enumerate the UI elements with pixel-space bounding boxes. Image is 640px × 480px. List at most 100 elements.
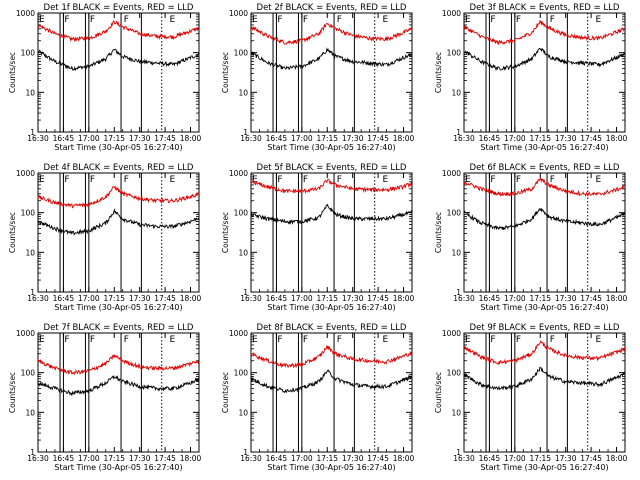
flag-letter: F	[303, 335, 308, 345]
y-axis-label: Counts/sec	[8, 372, 17, 413]
x-tick-label: 17:45	[367, 294, 389, 303]
events-series-line	[251, 203, 412, 225]
x-tick-label: 16:30	[240, 134, 262, 143]
x-tick-label: 17:30	[555, 134, 577, 143]
y-axis-label: Counts/sec	[8, 212, 17, 253]
x-tick-label: 17:30	[129, 294, 151, 303]
x-axis-label: Start Time (30-Apr-05 16:27:40)	[267, 143, 395, 152]
y-tick-label: 10	[25, 408, 35, 417]
x-tick-label: 17:00	[78, 134, 100, 143]
detector-panel-2: Det 2f BLACK = Events, RED = LLD 1 10 100 10…	[221, 3, 415, 152]
y-tick-label: 1000	[442, 329, 461, 338]
flag-letter: E	[595, 335, 601, 345]
x-tick-label: 17:15	[316, 454, 338, 463]
flag-letter: F	[90, 15, 95, 25]
plot-frame	[463, 12, 626, 133]
flag-letter: F	[490, 335, 495, 345]
flag-letter: F	[550, 15, 555, 25]
x-tick-label: 16:30	[453, 294, 475, 303]
x-tick-label: 18:00	[393, 134, 415, 143]
y-tick-label: 1	[456, 128, 461, 137]
y-tick-label: 1	[30, 128, 35, 137]
y-tick-label: 10	[238, 248, 248, 257]
flag-letter: F	[516, 15, 521, 25]
x-tick-label: 16:45	[479, 134, 501, 143]
x-axis-label: Start Time (30-Apr-05 16:27:40)	[267, 463, 395, 472]
y-tick-label: 10	[451, 248, 461, 257]
flag-letter: F	[516, 335, 521, 345]
flag-letter: F	[277, 335, 282, 345]
x-tick-label: 16:30	[240, 294, 262, 303]
x-tick-label: 16:30	[27, 134, 49, 143]
x-tick-label: 17:45	[367, 454, 389, 463]
x-tick-label: 17:00	[504, 454, 526, 463]
x-tick-label: 16:30	[453, 134, 475, 143]
flag-letter: F	[337, 15, 342, 25]
panel-title: Det 8f BLACK = Events, RED = LLD	[257, 323, 407, 333]
detector-panel-3: Det 3f BLACK = Events, RED = LLD 1 10 100 10…	[434, 3, 628, 152]
y-axis-label: Counts/sec	[434, 52, 443, 93]
flag-letter: E	[595, 175, 601, 185]
x-tick-label: 16:45	[266, 454, 288, 463]
events-series-line	[38, 374, 199, 397]
y-tick-label: 1	[30, 448, 35, 457]
flag-letter: F	[337, 175, 342, 185]
y-tick-label: 1000	[16, 169, 35, 178]
flag-letter: E	[382, 15, 388, 25]
detector-panel-6: Det 6f BLACK = Events, RED = LLD 1 10 100 10…	[434, 163, 628, 312]
events-series-line	[464, 47, 625, 71]
y-tick-label: 100	[234, 369, 249, 378]
x-tick-label: 17:00	[78, 454, 100, 463]
x-tick-label: 17:30	[342, 134, 364, 143]
events-series-line	[251, 47, 412, 70]
lld-series-line	[464, 340, 625, 365]
flag-letter: E	[252, 335, 258, 345]
y-tick-label: 100	[234, 209, 249, 218]
flag-letter: F	[90, 335, 95, 345]
detector-panel-5: Det 5f BLACK = Events, RED = LLD 1 10 100 10…	[221, 163, 415, 312]
events-series-line	[38, 48, 199, 72]
plot-frame	[250, 12, 413, 133]
flag-letter: F	[124, 335, 129, 345]
flag-letter: E	[382, 335, 388, 345]
x-axis-label: Start Time (30-Apr-05 16:27:40)	[480, 143, 608, 152]
flag-letter: F	[490, 15, 495, 25]
plot-frame	[250, 172, 413, 293]
flag-letter: F	[490, 175, 495, 185]
y-tick-label: 100	[21, 369, 36, 378]
x-tick-label: 18:00	[606, 134, 628, 143]
y-tick-label: 1000	[229, 9, 248, 18]
x-tick-label: 18:00	[393, 294, 415, 303]
x-tick-label: 17:30	[129, 454, 151, 463]
lld-series-line	[251, 345, 412, 369]
plot-frame	[37, 12, 200, 133]
x-tick-label: 17:45	[580, 134, 602, 143]
x-tick-label: 17:45	[154, 294, 176, 303]
lld-series-line	[38, 353, 199, 376]
flag-letter: F	[337, 335, 342, 345]
detector-panel-8: Det 8f BLACK = Events, RED = LLD 1 10 100 10…	[221, 323, 415, 472]
x-tick-label: 16:30	[27, 294, 49, 303]
panel-title: Det 1f BLACK = Events, RED = LLD	[44, 3, 194, 13]
x-tick-label: 16:45	[53, 134, 75, 143]
events-series-line	[38, 208, 199, 236]
x-tick-label: 17:15	[103, 294, 125, 303]
x-tick-label: 17:15	[529, 294, 551, 303]
panel-title: Det 5f BLACK = Events, RED = LLD	[257, 163, 407, 173]
flag-letter: F	[277, 175, 282, 185]
flag-letter: F	[64, 15, 69, 25]
y-tick-label: 10	[238, 88, 248, 97]
y-axis-label: Counts/sec	[8, 52, 17, 93]
y-tick-label: 1000	[442, 169, 461, 178]
y-tick-label: 10	[238, 408, 248, 417]
plot-frame	[463, 332, 626, 453]
flag-letter: E	[169, 335, 175, 345]
x-tick-label: 17:45	[154, 454, 176, 463]
x-axis-label: Start Time (30-Apr-05 16:27:40)	[480, 463, 608, 472]
x-tick-label: 17:15	[103, 134, 125, 143]
x-tick-label: 17:00	[78, 294, 100, 303]
panel-title: Det 9f BLACK = Events, RED = LLD	[470, 323, 620, 333]
x-tick-label: 18:00	[180, 134, 202, 143]
